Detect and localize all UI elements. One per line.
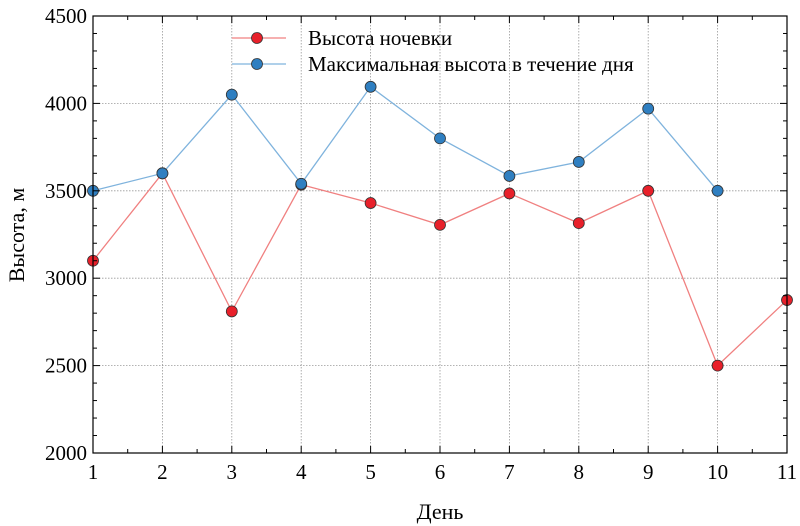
series-1-point [572,217,585,230]
y-tick-label: 2000 [45,441,87,465]
grid [93,16,787,453]
legend-marker-2 [251,58,263,70]
x-tick-label: 6 [435,460,446,484]
x-tick-label: 7 [504,460,515,484]
series-2-point [434,132,446,145]
x-tick-labels: 1 2 3 4 5 6 7 8 9 10 11 [88,460,797,484]
series-2-point [711,184,724,197]
series-1-point [364,197,377,209]
y-tick-label: 4000 [45,91,87,115]
x-tick-label: 1 [88,460,99,484]
series-1-point [225,305,238,318]
x-axis-title: День [417,499,464,524]
x-tick-label: 9 [643,460,654,484]
x-tick-label: 8 [574,460,585,484]
series-2-point [156,167,169,180]
legend-label-1: Высота ночевки [308,26,452,50]
y-tick-labels: 2000 2500 3000 3500 4000 4500 [45,4,87,465]
axis-ticks [92,15,788,454]
series-1-point [642,184,655,197]
series-1-point [503,187,516,200]
y-axis-title: Высота, м [4,188,29,283]
y-tick-label: 3000 [45,266,87,290]
x-tick-label: 3 [227,460,238,484]
y-tick-label: 4500 [45,4,87,28]
y-tick-label: 3500 [45,179,87,203]
legend-marker-1 [251,32,263,44]
x-tick-label: 2 [157,460,168,484]
x-tick-label: 4 [296,460,307,484]
series-line-2 [92,85,719,192]
x-tick-label: 5 [365,460,376,484]
series-1-point [711,359,724,372]
legend-label-2: Максимальная высота в течение дня [308,52,634,76]
series-1-point [434,218,446,231]
series-2-point [642,102,655,115]
series-2-point [295,177,308,190]
series-2-point [503,170,516,182]
plot-frame [92,15,788,454]
series-2-point [572,156,585,168]
y-tick-label: 2500 [45,354,87,378]
series-2-point [364,80,377,93]
series-points [87,80,793,372]
series-2-point [225,88,238,101]
x-tick-label: 10 [707,460,728,484]
x-tick-label: 11 [777,460,797,484]
